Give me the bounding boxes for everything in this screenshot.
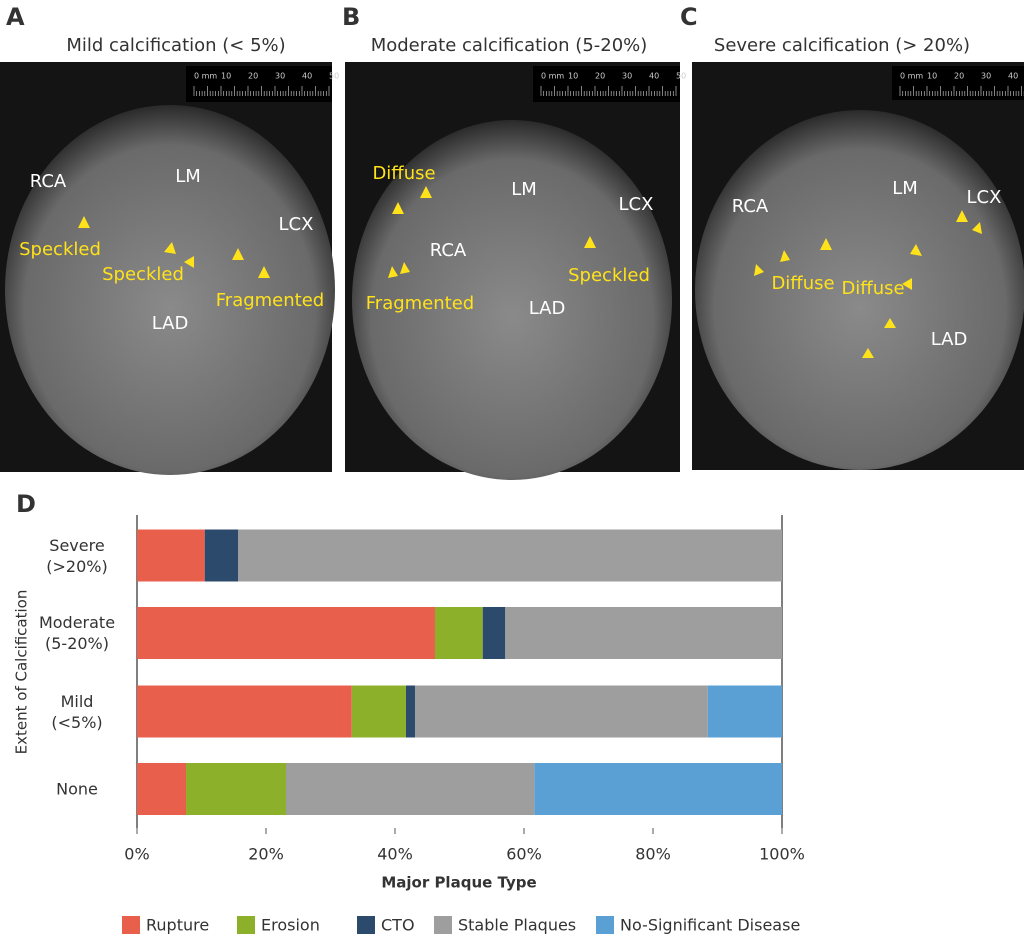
- scale-label: 10: [927, 72, 937, 81]
- bar-segment: [414, 685, 708, 738]
- label: LCX: [279, 214, 314, 235]
- label: Speckled: [568, 265, 650, 286]
- panel-b: B Moderate calcification (5-20%) LM LCX …: [342, 3, 680, 480]
- label: Diffuse: [841, 278, 904, 299]
- panel-letter: D: [16, 490, 36, 518]
- y-axis-label: Extent of Calcification: [13, 590, 31, 755]
- label: Speckled: [102, 264, 184, 285]
- label: Speckled: [19, 239, 101, 260]
- scale-label: 0 mm: [900, 72, 923, 81]
- x-tick-label: 40%: [377, 845, 413, 864]
- bar-segment: [137, 685, 352, 738]
- x-axis-label: Major Plaque Type: [381, 874, 536, 892]
- heart: [352, 120, 672, 480]
- scale-label: 0 mm: [541, 72, 564, 81]
- bar-segment: [137, 607, 435, 659]
- heart: [5, 105, 335, 475]
- label: RCA: [732, 196, 769, 217]
- legend-swatch: [237, 916, 255, 934]
- scale-label: 30: [622, 72, 632, 81]
- label: LM: [511, 179, 537, 200]
- panel-title: Moderate calcification (5-20%): [371, 35, 648, 56]
- label: Fragmented: [216, 290, 324, 311]
- label: LCX: [619, 194, 654, 215]
- bar-segment: [285, 763, 535, 815]
- panel-letter: B: [342, 3, 360, 31]
- bar-segment: [137, 529, 205, 582]
- x-tick-label: 100%: [759, 845, 805, 864]
- bar-segment: [204, 529, 239, 582]
- y-tick-label: Mild (<5%): [51, 691, 103, 732]
- legend-label: No-Significant Disease: [620, 916, 800, 935]
- x-tick-label: 20%: [248, 845, 284, 864]
- scale-label: 40: [649, 72, 659, 81]
- scale-label: 50: [329, 72, 339, 81]
- scale-label: 30: [275, 72, 285, 81]
- label: Diffuse: [372, 163, 435, 184]
- label: LAD: [152, 313, 189, 334]
- scale-label: 20: [595, 72, 605, 81]
- y-tick-label: None: [56, 779, 98, 799]
- label: LM: [892, 178, 918, 199]
- scale-label: 20: [954, 72, 964, 81]
- legend-label: Erosion: [261, 916, 320, 935]
- legend-label: Stable Plaques: [458, 916, 576, 935]
- bar-segment: [405, 685, 415, 738]
- bar-segment: [186, 763, 286, 815]
- scale-label: 0 mm: [194, 72, 217, 81]
- legend-swatch: [122, 916, 140, 934]
- legend-swatch: [596, 916, 614, 934]
- scale-label: 40: [302, 72, 312, 81]
- panel-a: A Mild calcification (< 5%) RCA LM LCX L…: [0, 3, 335, 475]
- label: Diffuse: [771, 273, 834, 294]
- bar-segment: [238, 529, 782, 582]
- scale-label: 20: [248, 72, 258, 81]
- scale-label: 30: [981, 72, 991, 81]
- panel-title: Mild calcification (< 5%): [66, 35, 285, 56]
- y-tick-label: Severe (>20%): [46, 535, 108, 576]
- legend-swatch: [357, 916, 375, 934]
- bar-segment: [137, 763, 187, 815]
- label: RCA: [30, 171, 67, 192]
- legend-label: CTO: [381, 916, 415, 935]
- x-tick-label: 0%: [124, 845, 149, 864]
- label: RCA: [430, 240, 467, 261]
- panel-letter: C: [680, 3, 698, 31]
- label: LCX: [967, 187, 1002, 208]
- panel-c: C Severe calcification (> 20%) RCA LM LC…: [680, 3, 1024, 470]
- label: LM: [175, 166, 201, 187]
- y-tick-label: Moderate (5-20%): [38, 613, 116, 653]
- panel-title: Severe calcification (> 20%): [714, 35, 970, 56]
- bar-segment: [434, 607, 483, 659]
- legend-label: Rupture: [146, 916, 209, 935]
- scale-bar: [892, 66, 1024, 100]
- scale-label: 40: [1008, 72, 1018, 81]
- scale-label: 50: [676, 72, 686, 81]
- bar-segment: [707, 685, 782, 738]
- label: Fragmented: [366, 293, 474, 314]
- scale-label: 10: [568, 72, 578, 81]
- bar-segment: [534, 763, 782, 815]
- label: LAD: [931, 329, 968, 350]
- label: LAD: [529, 298, 566, 319]
- panel-letter: A: [6, 3, 25, 31]
- heart: [695, 110, 1024, 470]
- bar-segment: [482, 607, 506, 659]
- x-tick-label: 60%: [506, 845, 542, 864]
- x-tick-label: 80%: [635, 845, 671, 864]
- bar-segment: [351, 685, 406, 738]
- legend-swatch: [434, 916, 452, 934]
- bar-segment: [505, 607, 782, 659]
- scale-label: 10: [221, 72, 231, 81]
